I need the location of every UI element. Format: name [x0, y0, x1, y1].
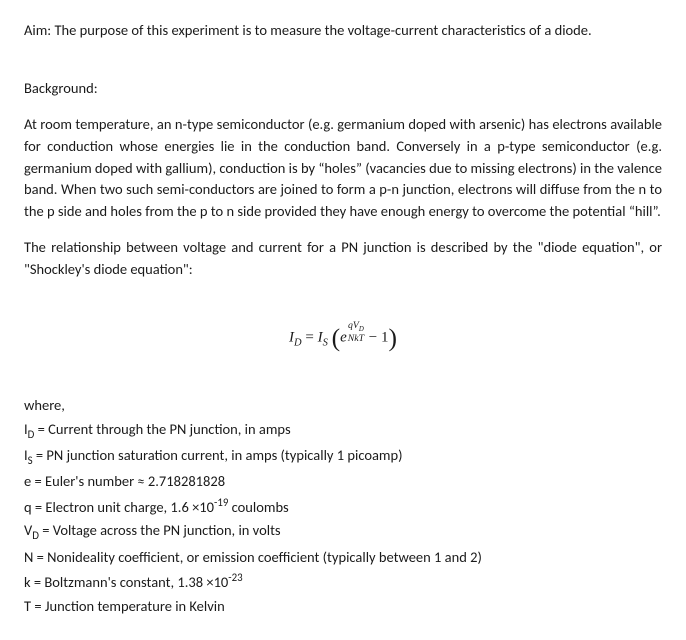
def-q-unit: coulombs	[228, 498, 288, 516]
def-IS: IS = PN junction saturation current, in …	[24, 445, 662, 469]
def-VD-text: = Voltage across the PN junction, in vol…	[39, 521, 281, 539]
background-heading: Background:	[24, 78, 662, 100]
def-VD-sub: D	[32, 529, 39, 542]
eq-open-paren: (	[332, 323, 341, 352]
eq-IS-sub: S	[323, 337, 328, 348]
eq-equals: =	[302, 329, 318, 345]
def-VD: VD = Voltage across the PN junction, in …	[24, 520, 662, 544]
def-k: k = Boltzmann's constant, 1.38 ×10-23	[24, 570, 662, 594]
definitions-block: where, ID = Current through the PN junct…	[24, 395, 662, 618]
eq-close-paren: )	[388, 323, 397, 352]
def-q-exp: -19	[214, 496, 228, 509]
diode-equation: ID = IS (eqVDNkT − 1)	[24, 319, 662, 357]
background-paragraph-1: At room temperature, an n-type semicondu…	[24, 114, 662, 223]
def-q: q = Electron unit charge, 1.6 ×10-19 cou…	[24, 495, 662, 519]
eq-frac-num-sub: D	[359, 326, 364, 333]
def-k-exp: -23	[228, 571, 242, 584]
eq-e: e	[340, 329, 347, 345]
where-label: where,	[24, 395, 662, 417]
eq-exponent-fraction: qVDNkT	[347, 321, 365, 344]
eq-frac-num: qV	[348, 320, 359, 331]
aim-line: Aim: The purpose of this experiment is t…	[24, 20, 662, 42]
def-q-text: q = Electron unit charge, 1.6 ×10	[24, 498, 214, 516]
def-ID-text: = Current through the PN junction, in am…	[34, 420, 290, 438]
eq-ID-sub: D	[294, 337, 302, 348]
def-N: N = Nonideality coefficient, or emission…	[24, 547, 662, 569]
def-VD-sym: V	[24, 521, 32, 539]
eq-frac-den: NkT	[347, 334, 365, 344]
def-k-text: k = Boltzmann's constant, 1.38 ×10	[24, 573, 228, 591]
def-ID: ID = Current through the PN junction, in…	[24, 419, 662, 443]
def-T: T = Junction temperature in Kelvin	[24, 596, 662, 618]
def-e: e = Euler's number ≈ 2.718281828	[24, 471, 662, 493]
background-paragraph-2: The relationship between voltage and cur…	[24, 237, 662, 281]
def-IS-text: = PN junction saturation current, in amp…	[33, 446, 403, 464]
eq-minus-one: − 1	[365, 329, 388, 345]
